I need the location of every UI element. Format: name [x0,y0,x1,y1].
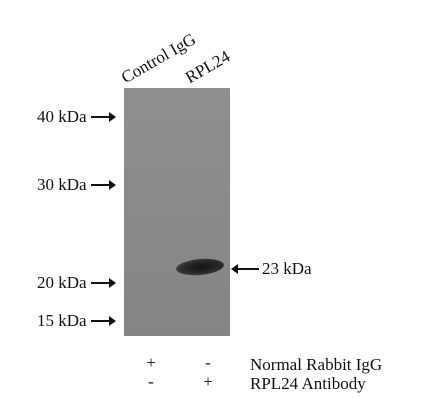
arrow-right-icon [90,316,116,326]
band-size-label: 23 kDa [231,259,312,279]
marker-15kda: 15 kDa [37,311,116,331]
condition-sign: + [203,372,213,391]
marker-label: 30 kDa [37,175,87,194]
band-size-text: 23 kDa [262,259,312,278]
marker-20kda: 20 kDa [37,273,116,293]
arrow-left-icon [231,264,259,274]
condition-label-normal-rabbit-igg: Normal Rabbit IgG [250,355,383,374]
arrow-right-icon [90,112,116,122]
marker-30kda: 30 kDa [37,175,116,195]
western-blot-membrane [124,88,230,336]
marker-40kda: 40 kDa [37,107,116,127]
condition-sign: + [146,353,156,372]
arrow-right-icon [90,180,116,190]
lane-label-rpl24: RPL24 [182,46,234,88]
condition-sign: - [148,372,154,391]
marker-label: 40 kDa [37,107,87,126]
marker-label: 20 kDa [37,273,87,292]
marker-label: 15 kDa [37,311,87,330]
condition-sign: - [205,353,211,372]
arrow-right-icon [90,278,116,288]
condition-label-rpl24-antibody: RPL24 Antibody [250,374,366,393]
